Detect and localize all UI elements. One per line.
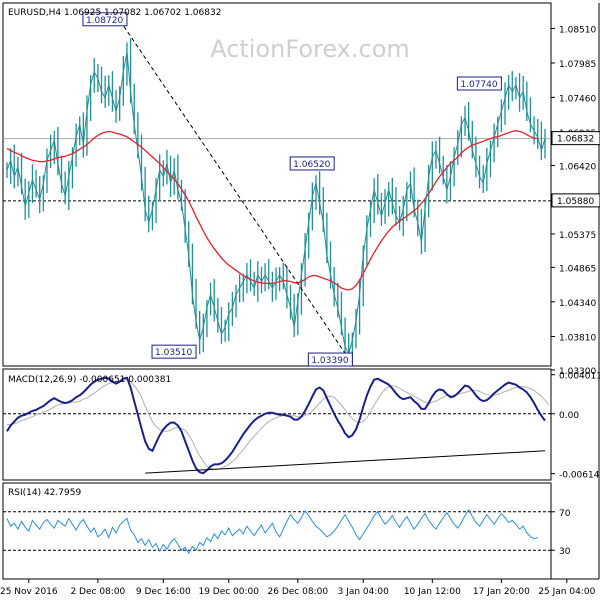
price-label-box — [551, 131, 600, 146]
x-tick-label: 25 Nov 2016 — [0, 587, 58, 597]
macd-line — [6, 376, 546, 475]
price-ytick-label: 1.06420 — [559, 162, 596, 172]
x-tick-label: 19 Dec 00:00 — [198, 587, 259, 597]
x-tick-label: 9 Dec 16:00 — [136, 587, 191, 597]
annotation-label: 1.03510 — [155, 348, 192, 358]
macd-label: MACD(12,26,9) -0.000651 0.000381 — [8, 375, 171, 385]
price-header: EURUSD,H4 1.06925 1.07082 1.06702 1.0683… — [8, 8, 221, 18]
macd-trendline — [145, 450, 546, 474]
macd-signal-line — [7, 379, 549, 470]
price-series — [6, 52, 546, 355]
annotation-label: 1.06520 — [293, 160, 330, 170]
price-ytick-label: 1.07460 — [559, 94, 596, 104]
price-ytick-label: 1.03810 — [559, 334, 596, 344]
price-ytick-label: 1.04340 — [559, 299, 596, 309]
macd-ytick-label: 0.004011 — [559, 372, 600, 382]
price-panel-frame — [2, 2, 552, 367]
rsi-label: RSI(14) 42.7959 — [8, 488, 81, 498]
x-tick-label: 2 Dec 08:00 — [70, 587, 125, 597]
price-trendline — [115, 14, 353, 365]
annotation-box — [151, 344, 197, 359]
price-ytick-label: 1.08510 — [559, 26, 596, 36]
price-ytick-label: 1.05375 — [559, 231, 596, 241]
x-tick-label: 26 Dec 08:00 — [268, 587, 329, 597]
price-ytick-label: 1.04865 — [559, 264, 596, 274]
x-tick-label: 3 Jan 04:00 — [338, 587, 390, 597]
annotation-label: 1.03390 — [311, 356, 348, 366]
annotation-box — [82, 12, 128, 27]
price-ytick-label: 1.07985 — [559, 60, 596, 70]
price-label: 1.06832 — [557, 135, 594, 145]
macd-ytick-label: -0.006143 — [559, 471, 600, 481]
annotation-label: 1.07740 — [460, 80, 497, 90]
x-tick-label: 25 Jan 04:00 — [538, 587, 595, 597]
rsi-line — [6, 508, 538, 555]
watermark: ActionForex.com — [210, 35, 410, 63]
moving-average-line — [6, 130, 538, 291]
rsi-level-label: 70 — [559, 509, 571, 519]
support-label: 1.05880 — [557, 197, 594, 207]
annotation-box — [307, 352, 353, 367]
support-label-box — [551, 193, 600, 208]
macd-ytick-label: 0.00 — [559, 411, 579, 421]
annotation-label: 1.08720 — [86, 16, 123, 26]
x-tick-label: 10 Jan 12:00 — [404, 587, 461, 597]
macd-panel-frame — [2, 368, 552, 481]
annotation-box — [456, 76, 502, 91]
rsi-level-label: 30 — [559, 547, 571, 557]
annotation-box — [289, 156, 335, 171]
price-ytick-label: 1.03300 — [559, 367, 596, 377]
x-tick-label: 17 Jan 20:00 — [473, 587, 530, 597]
